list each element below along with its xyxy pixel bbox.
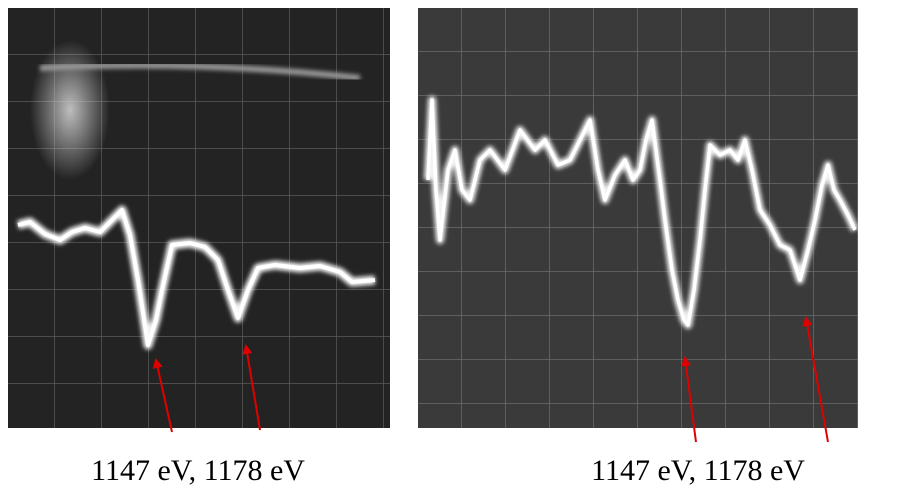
trace-core (17, 208, 376, 347)
caption: 1147 eV, 1178 eV (91, 454, 305, 487)
caption: 1147 eV, 1178 eV (591, 454, 805, 487)
arrow (681, 356, 697, 443)
arrow (152, 358, 173, 433)
arrow (242, 344, 261, 431)
right-scope (418, 8, 859, 428)
trace-core (426, 98, 857, 327)
glare (30, 40, 110, 180)
glare-band (39, 62, 361, 81)
grid (418, 8, 858, 428)
arrow (802, 316, 829, 443)
arrows (152, 316, 829, 443)
left-scope (8, 8, 390, 428)
